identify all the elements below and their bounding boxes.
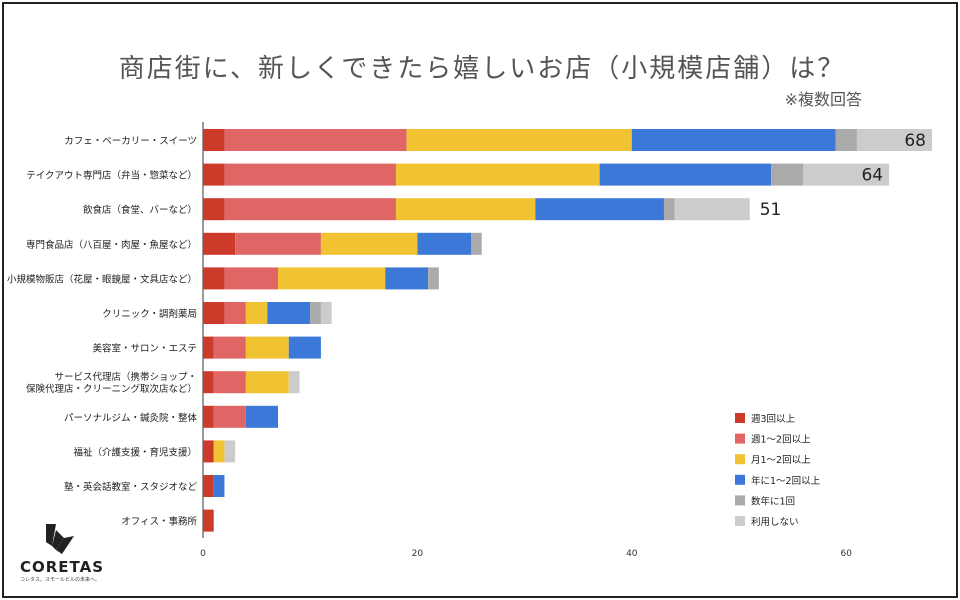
bar-segment [663,198,675,221]
bar-segment [288,371,300,394]
bar-segment [471,232,482,255]
bar-segment [203,129,225,151]
bar-segment [224,198,396,221]
bar-segment [288,336,321,359]
bar-segment [320,232,418,255]
category-label: クリニック・調剤薬局 [102,308,197,320]
bar-segment [203,475,214,497]
legend-label: 週1～2回以上 [751,434,811,446]
legend-swatch [735,495,745,506]
total-labels-group: 68 64 51 [760,131,926,220]
x-tick-label: 40 [626,549,638,559]
category-label: テイクアウト専門店（弁当・惣菜など） [26,170,197,182]
legend-label: 数年に1回 [751,495,795,507]
legend-swatch [735,454,745,465]
brand-logo: CORETAS コレタス。スモールビルの未来へ。 [16,520,106,590]
bar-segment [224,302,246,324]
bar-segment [406,129,632,151]
bar-segment [203,509,214,532]
bar-segment [203,336,214,359]
bar-segment [203,440,214,463]
brand-tagline: コレタス。スモールビルの未来へ。 [20,577,101,583]
bar-segment [428,267,439,290]
bar-segment [245,302,268,324]
bar-segment [203,405,214,428]
bar-segment [245,336,289,359]
bar-segment [803,163,890,186]
bar-segment [320,302,332,324]
bar-segment [856,129,932,151]
brand-name: CORETAS [20,558,105,576]
chart-title: 商店街に、新しくできたら嬉しいお店（小規模店舗）は？ [119,54,845,84]
bar-segment [835,129,857,151]
x-tick-labels-group: 0 20 40 60 [200,549,852,559]
legend-label: 年に1～2回以上 [751,475,821,487]
total-label: 51 [760,200,782,220]
category-label: 美容室・サロン・エステ [92,343,197,355]
category-label: 飲食店（食堂、バーなど） [83,204,197,216]
category-label: カフェ・ベーカリー・スイーツ [64,136,197,147]
bar-segment [224,163,396,186]
bar-segment [203,267,225,290]
legend-label: 月1～2回以上 [751,455,811,466]
category-label: パーソナルジム・鍼灸院・整体 [64,412,198,424]
bar-segment [674,198,750,221]
x-tick-label: 60 [840,549,852,559]
bar-segment [213,336,246,359]
bar-segment [235,232,321,255]
category-label: 福祉（介護支援・育児支援） [73,446,197,458]
legend-swatch [735,433,745,444]
category-label: 保険代理店・クリーニング取次店など） [26,383,197,395]
bar-segment [224,129,407,151]
bar-segment [203,371,214,394]
chart-subtitle: ※複数回答 [785,90,862,109]
bar-segment [535,198,664,221]
legend-swatch [735,516,745,526]
legend-swatch [735,474,745,485]
x-tick-label: 20 [412,549,424,559]
category-label: 専門食品店（八百屋・肉屋・魚屋など） [26,239,197,251]
bar-segment [213,440,225,463]
bar-segment [224,267,279,290]
bar-segment [417,232,471,255]
bar-segment [203,198,225,221]
bar-segment [203,163,225,186]
bar-segment [278,267,386,290]
category-label: 塾・英会話教室・スタジオなど [64,481,198,493]
bar-segment [245,371,289,394]
bar-segment [385,267,429,290]
bars-group [203,129,932,532]
bar-segment [245,405,279,428]
bar-segment [771,163,804,186]
bar-segment [310,302,321,324]
category-label: オフィス・事務所 [121,516,197,528]
x-tick-label: 0 [200,549,206,559]
bar-segment [395,163,600,186]
total-label: 68 [904,131,926,151]
category-label: 小規模物販店（花屋・眼鏡屋・文具店など） [7,273,197,285]
legend-swatch [735,413,745,423]
bar-segment [631,129,836,151]
bar-segment [395,198,536,221]
coretas-mark-icon [46,524,74,554]
bar-segment [203,232,236,255]
bar-segment [599,163,772,186]
bar-segment [203,302,225,324]
category-label: サービス代理店（携帯ショップ・ [54,371,197,383]
legend-label: 週3回以上 [751,413,796,425]
legend-label: 利用しない [751,516,799,528]
bar-segment [213,405,246,428]
bar-segment [224,440,236,463]
bar-segment [213,371,246,394]
total-label: 64 [861,166,883,186]
bar-segment [213,475,225,497]
bar-segment [267,302,311,324]
